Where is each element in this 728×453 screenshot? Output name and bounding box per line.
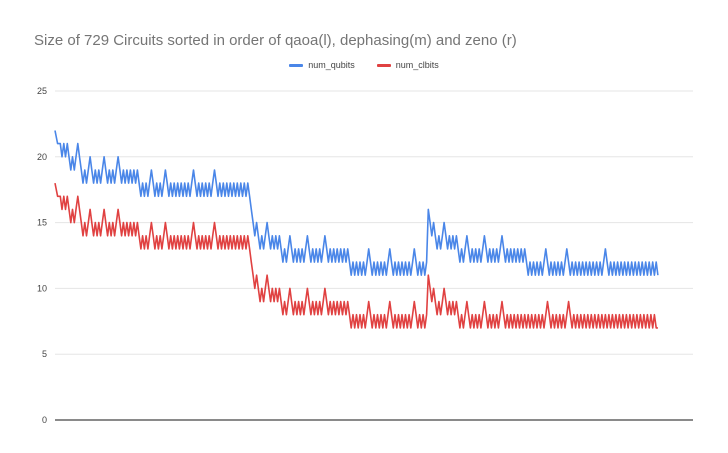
series-line-num-clbits <box>54 182 658 329</box>
y-tick-label-15: 15 <box>37 218 47 228</box>
series-line-num-qubits <box>54 130 659 277</box>
legend-label-num-qubits: num_qubits <box>308 60 355 70</box>
legend-item-num-clbits: num_clbits <box>376 60 439 70</box>
y-tick-label-5: 5 <box>42 349 47 359</box>
y-tick-label-10: 10 <box>37 283 47 293</box>
legend-swatch-num-qubits <box>289 63 304 67</box>
legend-label-num-clbits: num_clbits <box>395 60 439 70</box>
legend-item-num-qubits: num_qubits <box>289 60 355 70</box>
legend-swatch-num-clbits <box>376 63 391 67</box>
chart-legend: num_qubits num_clbits <box>0 60 728 70</box>
chart-title: Size of 729 Circuits sorted in order of … <box>34 32 517 49</box>
y-tick-label-0: 0 <box>42 415 47 425</box>
y-tick-label-25: 25 <box>37 86 47 96</box>
y-tick-label-20: 20 <box>37 152 47 162</box>
